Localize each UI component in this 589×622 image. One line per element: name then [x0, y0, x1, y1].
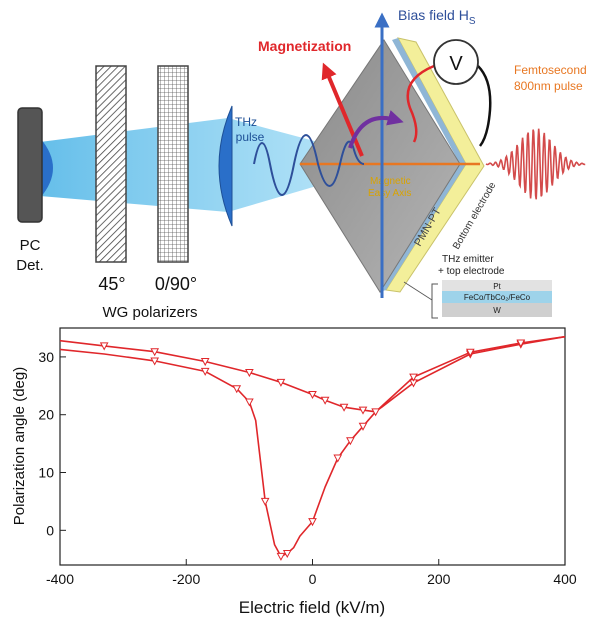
data-point — [200, 358, 210, 367]
magnetization-arrow — [321, 62, 364, 157]
y-tick-label: 20 — [38, 407, 54, 423]
data-point — [409, 373, 418, 382]
wg-polarizers-label: WG polarizers — [102, 304, 197, 321]
data-point — [245, 398, 254, 407]
data-point — [339, 403, 349, 412]
femtosecond-pulse — [485, 128, 586, 200]
data-point — [346, 437, 355, 446]
pc-detector — [17, 107, 53, 223]
x-tick-label: 200 — [427, 571, 451, 587]
layer-w — [442, 303, 552, 317]
thz-pulse-label-2: pulse — [236, 130, 265, 144]
data-point — [200, 367, 210, 376]
data-point — [276, 378, 286, 387]
sample-diamond — [299, 39, 461, 293]
pc-det-label-1: PC — [20, 237, 41, 254]
polarizer-090 — [157, 65, 189, 263]
x-axis-label: Electric field (kV/m) — [239, 598, 385, 617]
emitter-pointer — [403, 281, 433, 301]
voltmeter-icon — [433, 39, 479, 85]
data-point — [245, 369, 254, 378]
easy-axis-label-2: Easy Axis — [368, 188, 411, 199]
hysteresis-chart: -400 -200 0 200 400 0 10 20 30 Electric field (k… — [11, 327, 577, 617]
thz-emitter-label-1: THz emitter — [442, 254, 494, 265]
setup-diagram: PC Det. 45° 0/90° WG polarizers THz puls… — [16, 7, 586, 321]
data-point — [282, 549, 292, 558]
magnetization-label: Magnetization — [258, 38, 351, 54]
data-point — [260, 497, 270, 506]
data-point — [232, 385, 242, 394]
voltmeter-wire-black — [477, 65, 492, 147]
series-line-lower — [59, 335, 566, 558]
thz-emitter-label-2: + top electrode — [438, 266, 505, 277]
y-axis-label: Polarization angle (deg) — [11, 367, 28, 525]
x-tick-label: 0 — [309, 571, 317, 587]
plot-frame — [59, 327, 566, 566]
data-point — [150, 348, 160, 357]
data-point — [308, 518, 317, 527]
layer-pt — [442, 280, 552, 291]
easy-axis-label-1: Magnetic — [370, 176, 411, 187]
data-point — [99, 342, 109, 351]
thz-waveform — [253, 134, 365, 196]
polarizer-45-label: 45° — [98, 274, 125, 294]
layer-feco — [442, 291, 552, 303]
data-point — [358, 406, 368, 415]
data-point — [320, 396, 330, 405]
x-tick-label: 400 — [553, 571, 577, 587]
polarizer-45 — [95, 65, 127, 263]
thz-lens — [218, 105, 233, 227]
data-point — [150, 357, 160, 366]
voltmeter-wire-red — [406, 64, 435, 143]
x-tick-label: -400 — [46, 571, 74, 587]
data-point — [276, 552, 286, 561]
y-tick-label: 30 — [38, 349, 54, 365]
polarizer-090-label: 0/90° — [155, 274, 197, 294]
pc-det-label-2: Det. — [16, 257, 44, 274]
emitter-bracket — [431, 283, 438, 319]
data-point — [333, 454, 343, 463]
thz-pulse-label-1: THz — [235, 115, 257, 129]
x-tick-label: -200 — [172, 571, 200, 587]
bias-field-label: Bias field HS — [398, 7, 476, 27]
femto-label-2: 800nm pulse — [514, 79, 583, 93]
data-point — [465, 348, 475, 357]
data-point — [516, 339, 526, 348]
y-tick-label: 0 — [46, 522, 54, 538]
data-point — [371, 408, 380, 417]
data-point — [358, 422, 368, 431]
femto-label-1: Femtosecond — [514, 63, 587, 77]
layer-feco-label: FeCo/TbCo₂/FeCo — [464, 293, 531, 302]
thin-film — [380, 38, 466, 292]
layer-pt-label: Pt — [493, 282, 501, 291]
y-tick-label: 10 — [38, 465, 54, 481]
data-point — [308, 390, 317, 400]
rotation-arrow — [348, 110, 404, 149]
layer-w-label: W — [493, 306, 501, 315]
voltmeter-label: V — [449, 53, 463, 75]
